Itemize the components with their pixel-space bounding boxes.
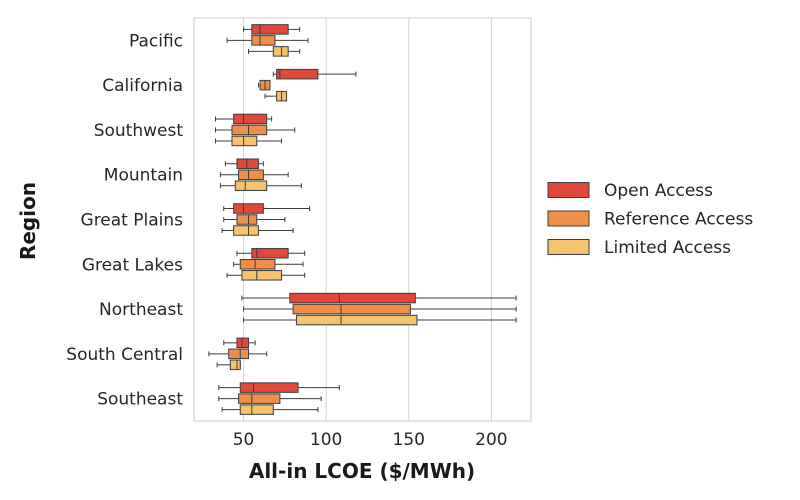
box-reference-access — [223, 214, 286, 225]
box-iqr — [295, 314, 418, 326]
box-iqr — [231, 124, 268, 136]
box-iqr — [228, 348, 250, 360]
y-tick-label: Mountain — [104, 166, 183, 186]
box-reference-access — [226, 35, 309, 46]
box-limited-access — [226, 270, 306, 281]
box-iqr — [251, 35, 276, 46]
y-tick-label: California — [102, 76, 183, 96]
y-tick-label: Southwest — [94, 121, 184, 141]
legend-label: Reference Access — [604, 210, 753, 230]
box-reference-access — [219, 169, 289, 180]
legend-swatch — [547, 210, 590, 227]
box-reference-access — [218, 393, 322, 404]
box-limited-access — [243, 314, 517, 326]
box-reference-access — [214, 124, 296, 136]
box-open-access — [241, 292, 517, 304]
box-iqr — [241, 270, 283, 281]
box-iqr — [251, 248, 289, 259]
box-iqr — [229, 359, 241, 371]
legend-swatch — [547, 182, 590, 198]
box-iqr — [234, 180, 268, 191]
box-reference-access — [243, 303, 517, 315]
x-tick-labels: 50 100 150 200 — [233, 430, 508, 450]
box-iqr — [231, 135, 258, 147]
box-iqr — [289, 292, 416, 304]
box-limited-access — [216, 359, 241, 371]
box-iqr — [236, 337, 250, 349]
box-open-access — [272, 68, 357, 80]
legend-label: Limited Access — [604, 238, 731, 258]
box-limited-access — [264, 90, 288, 102]
legend-swatch — [547, 239, 590, 255]
x-tick-label: 150 — [393, 430, 425, 450]
box-limited-access — [248, 46, 301, 57]
box-iqr — [272, 46, 289, 57]
box-open-access — [236, 248, 306, 259]
legend-label: Open Access — [604, 181, 713, 201]
box-limited-access — [219, 180, 302, 191]
box-limited-access — [221, 404, 319, 415]
y-tick-label: Northeast — [99, 300, 183, 320]
box-iqr — [236, 214, 258, 225]
box-iqr — [236, 158, 259, 169]
box-open-access — [243, 24, 301, 35]
box-iqr — [292, 303, 411, 315]
box-open-access — [214, 113, 273, 125]
x-axis-title: All-in LCOE ($/MWh) — [249, 459, 475, 483]
y-tick-label: Great Lakes — [82, 255, 183, 275]
box-iqr — [239, 404, 274, 415]
y-tick-label: Southeast — [97, 390, 183, 410]
y-tick-label: Great Plains — [81, 211, 184, 231]
x-tick-label: 200 — [475, 430, 507, 450]
box-open-access — [218, 382, 340, 393]
box-iqr — [276, 68, 319, 80]
box-open-access — [223, 337, 256, 349]
box-iqr — [233, 203, 264, 214]
box-iqr — [233, 225, 259, 236]
box-iqr — [239, 382, 299, 393]
box-open-access — [223, 203, 311, 214]
plot-frame — [193, 17, 532, 422]
y-tick-label: South Central — [66, 345, 183, 365]
x-tick-label: 50 — [233, 430, 255, 450]
box-iqr — [239, 259, 276, 270]
box-reference-access — [208, 348, 268, 360]
legend: Open Access Reference Access Limited Acces… — [547, 181, 753, 258]
box-reference-access — [233, 259, 304, 270]
box-layer — [208, 24, 517, 415]
y-axis-title: Region — [16, 182, 40, 260]
box-iqr — [238, 393, 281, 404]
box-iqr — [233, 113, 268, 125]
y-tick-labels: Pacific California Southwest Mountain Great … — [66, 31, 183, 409]
box-limited-access — [214, 135, 283, 147]
x-tick-label: 100 — [310, 430, 342, 450]
box-limited-access — [221, 225, 294, 236]
box-open-access — [224, 158, 264, 169]
y-tick-label: Pacific — [129, 31, 183, 51]
box-iqr — [238, 169, 264, 180]
box-iqr — [251, 24, 289, 35]
box-reference-access — [257, 79, 271, 91]
